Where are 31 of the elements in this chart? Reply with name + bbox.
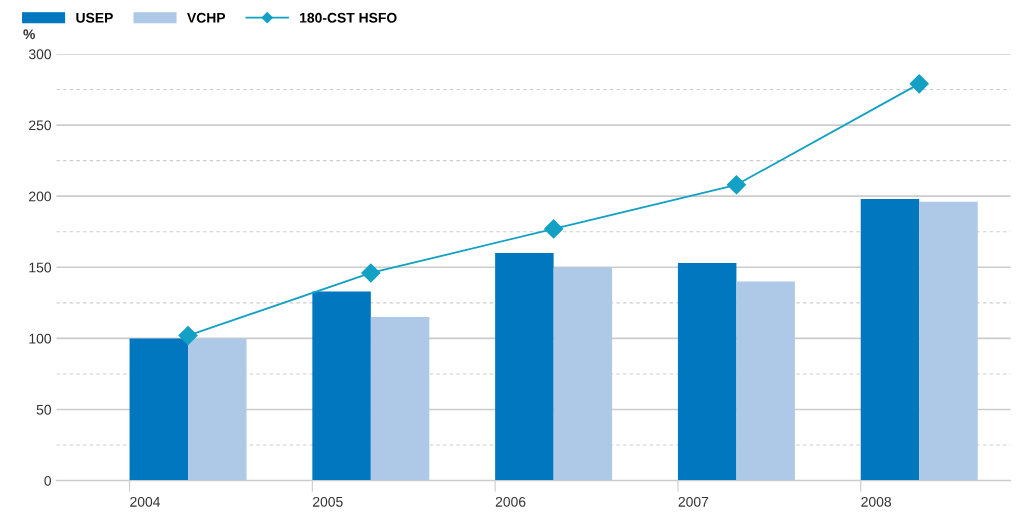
bar [860, 199, 920, 481]
point [726, 175, 746, 195]
bar [370, 317, 430, 481]
bar [312, 291, 371, 481]
bar [677, 263, 737, 481]
bar [129, 338, 189, 481]
bar [553, 267, 613, 481]
y-tick-label: 100 [29, 333, 52, 344]
y-tick-label: 250 [29, 120, 52, 131]
x-tick-label: 2005 [313, 496, 343, 507]
y-tick-label: 0 [44, 475, 52, 486]
point [361, 263, 381, 283]
legend-label: USEP [76, 12, 113, 23]
y-axis-title: % [23, 29, 36, 40]
point [544, 219, 564, 239]
x-tick-label: 2007 [678, 496, 709, 507]
x-tick-label: 2006 [495, 496, 526, 507]
bar [188, 338, 247, 481]
bar [495, 253, 554, 481]
x-tick-label: 2008 [861, 496, 892, 507]
y-tick-label: 50 [36, 404, 52, 415]
y-tick-label: 300 [28, 49, 52, 60]
legend-label: VCHP [187, 12, 226, 23]
bar [919, 201, 978, 481]
point [178, 326, 198, 346]
bar [736, 281, 795, 481]
point [909, 74, 929, 94]
x-tick-label: 2004 [130, 496, 161, 507]
legend-label: 180-CST HSFO [300, 12, 397, 23]
y-tick-label: 150 [29, 262, 52, 273]
y-tick-label: 200 [29, 191, 52, 202]
